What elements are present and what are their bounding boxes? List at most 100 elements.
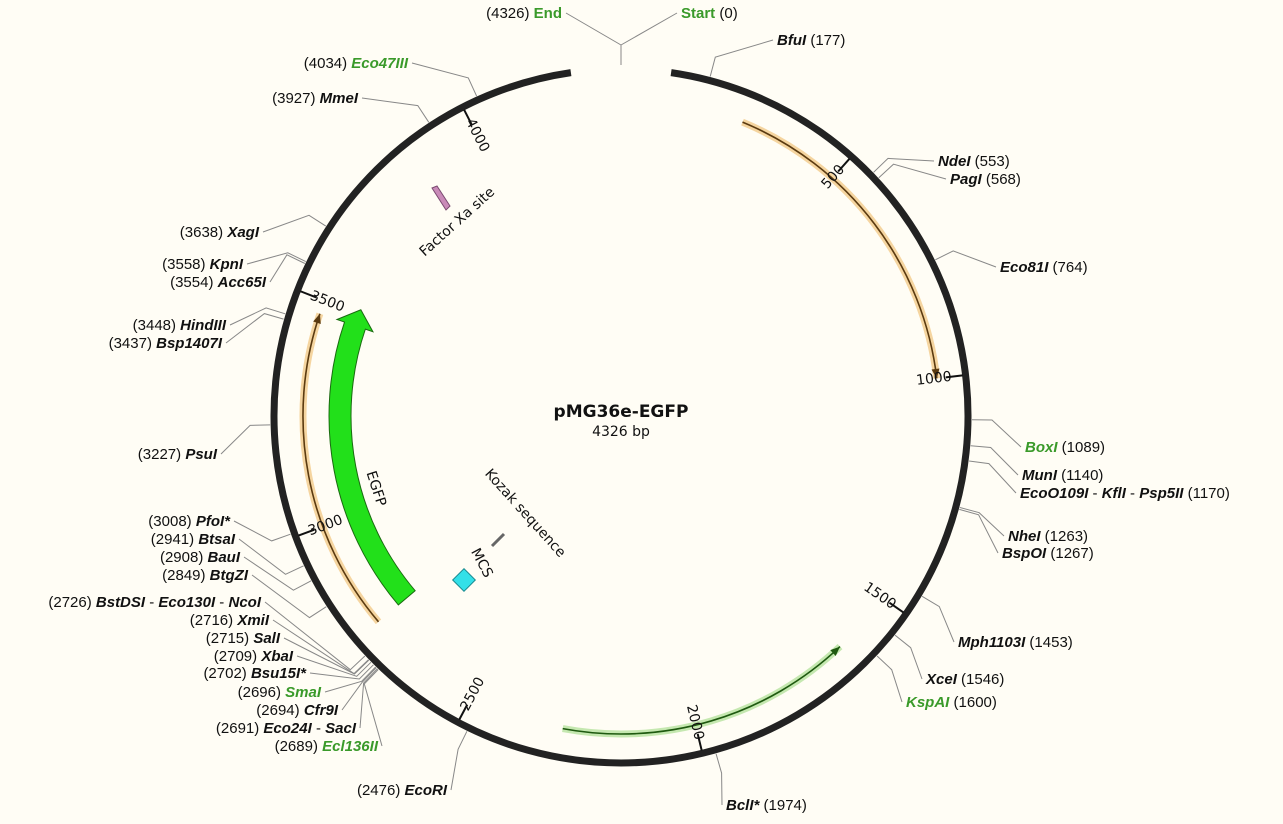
restriction-site-label: (2941) BtsaI <box>151 531 236 548</box>
kozak-marker <box>490 532 506 548</box>
restriction-site-label: (2476) EcoRI <box>357 782 448 799</box>
factor-xa-label: Factor Xa site <box>417 184 498 260</box>
backbone-circle <box>270 69 972 767</box>
restriction-site-label: (3448) HindIII <box>133 317 227 334</box>
restriction-site-label: XceI (1546) <box>925 671 1004 688</box>
site-leader-line <box>959 507 1005 537</box>
green-feature-arrow <box>562 646 841 735</box>
site-leader-line <box>565 12 622 65</box>
restriction-site-label: (2696) SmaI <box>238 684 322 701</box>
site-leader-line <box>620 12 678 65</box>
tick-label: 1000 <box>915 369 952 389</box>
site-leader-line <box>959 508 999 554</box>
egfp-label: EGFP <box>363 469 389 508</box>
orange-feature-arrow-glow <box>741 118 941 379</box>
site-leader-line <box>894 634 923 680</box>
mcs-marker <box>451 567 477 593</box>
tick-mark <box>888 601 904 614</box>
restriction-site-label: (2715) SalI <box>206 630 281 647</box>
site-leader-line <box>873 157 935 173</box>
site-leader-line <box>715 753 723 806</box>
site-leader-line <box>229 307 286 326</box>
site-leader-line <box>361 97 430 123</box>
site-leader-line <box>243 556 312 591</box>
restriction-site-label: NheI (1263) <box>1008 528 1088 545</box>
restriction-site-label: (3927) MmeI <box>272 90 359 107</box>
site-leader-line <box>233 520 291 542</box>
left-orange-feature-arrow-head <box>313 313 321 325</box>
site-leader-line <box>709 39 774 77</box>
restriction-site-label: (3554) Acc65I <box>170 274 267 291</box>
restriction-site-label: (3558) KpnI <box>162 256 244 273</box>
site-leader-line <box>411 62 478 97</box>
restriction-site-label: (2716) XmiI <box>190 612 270 629</box>
restriction-site-label: (3638) XagI <box>180 224 260 241</box>
site-leader-line <box>264 601 366 671</box>
tick-label: 2500 <box>457 675 488 714</box>
site-leader-line <box>969 460 1017 494</box>
tick-mark <box>458 704 469 721</box>
restriction-site-label: (2726) BstDSI - Eco130I - NcoI <box>48 594 261 611</box>
restriction-site-label: PagI (568) <box>950 171 1021 188</box>
restriction-site-label: (2908) BauI <box>160 549 241 566</box>
restriction-site-label: (2691) Eco24I - SacI <box>216 720 357 737</box>
factor-xa-marker <box>431 185 451 211</box>
restriction-site-label: (3437) Bsp1407I <box>109 335 223 352</box>
restriction-site-label: (2694) Cfr9I <box>256 702 339 719</box>
restriction-site-label: Eco81I (764) <box>1000 259 1088 276</box>
restriction-site-label: BspOI (1267) <box>1002 545 1094 562</box>
site-leader-line <box>876 655 903 703</box>
restriction-site-label: BfuI (177) <box>777 32 845 49</box>
tick-label: 2000 <box>683 703 707 741</box>
restriction-site-label: (2689) Ecl136II <box>275 738 379 755</box>
restriction-site-label: Start (0) <box>681 5 738 22</box>
tick-label: 1500 <box>861 579 899 612</box>
site-leader-line <box>878 163 947 180</box>
restriction-site-label: (2702) Bsu15I* <box>203 665 307 682</box>
restriction-site-label: (2849) BtgZI <box>162 567 249 584</box>
site-leader-line <box>238 538 304 575</box>
tick-label: 3500 <box>308 288 347 316</box>
tick-mark <box>300 290 317 299</box>
tick-mark <box>837 158 851 173</box>
site-leader-line <box>309 664 374 680</box>
mcs-label: MCS <box>467 546 496 581</box>
tick-label: 4000 <box>462 116 492 155</box>
tick-mark <box>298 528 315 537</box>
site-leader-line <box>251 574 327 619</box>
restriction-site-label: BoxI (1089) <box>1025 439 1105 456</box>
restriction-site-label: MunI (1140) <box>1022 467 1103 484</box>
site-leader-line <box>262 214 327 233</box>
site-leader-line <box>225 313 284 344</box>
egfp-feature-arrow <box>328 309 416 606</box>
tick-mark <box>463 109 473 126</box>
left-orange-feature-arrow <box>302 313 380 623</box>
site-leader-line <box>296 655 372 677</box>
tick-mark <box>696 733 703 751</box>
restriction-site-label: (4034) Eco47III <box>304 55 409 72</box>
site-leader-line <box>283 637 370 675</box>
orange-feature-arrow-head <box>931 368 940 379</box>
plasmid-name: pMG36e-EGFP <box>554 402 689 422</box>
site-leader-line <box>970 445 1019 476</box>
site-leader-line <box>324 666 376 693</box>
site-leader-line <box>220 424 271 455</box>
site-leader-line <box>363 669 383 747</box>
restriction-site-label: Mph1103I (1453) <box>958 634 1073 651</box>
site-leader-line <box>921 595 955 643</box>
green-feature-arrow-head <box>830 646 840 656</box>
site-leader-line <box>935 250 997 268</box>
site-leader-line <box>246 252 307 265</box>
site-leader-line <box>359 668 378 729</box>
restriction-site-label: KspAI (1600) <box>906 694 997 711</box>
site-leader-line <box>341 667 377 711</box>
site-leader-line <box>450 731 468 791</box>
tick-mark <box>945 374 963 379</box>
restriction-site-label: (3008) PfoI* <box>148 513 231 530</box>
kozak-label: Kozak sequence <box>481 466 569 561</box>
site-leader-line <box>269 254 306 283</box>
restriction-site-label: NdeI (553) <box>938 153 1010 170</box>
plasmid-length: 4326 bp <box>592 424 650 440</box>
